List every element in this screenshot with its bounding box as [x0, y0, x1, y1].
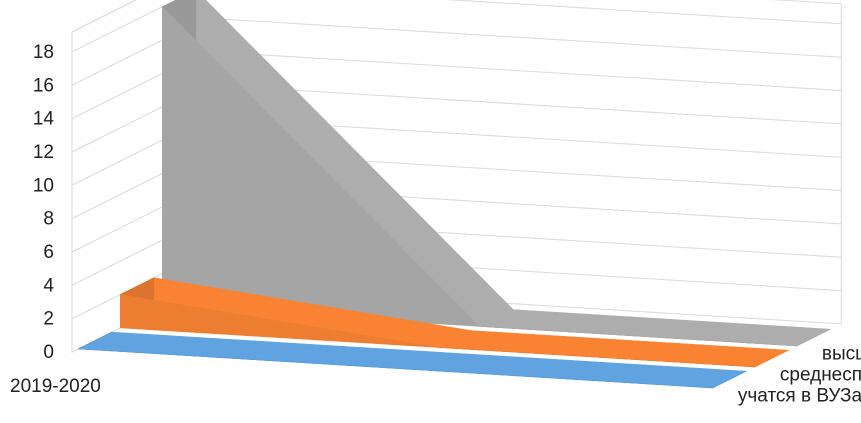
series-label-учатся-в-вузах: учатся в ВУЗах: [738, 386, 861, 407]
area-series-высшее: [161, 0, 832, 347]
series-depth-labels: учатся в ВУЗахсреднеспециальноевысшее: [738, 344, 861, 407]
area-series-учатся-в-вузах: [77, 331, 748, 389]
y-tick-label: 2: [43, 309, 54, 330]
y-tick-label: 14: [33, 109, 55, 130]
y-tick-label: 6: [43, 242, 54, 263]
y-tick-label: 10: [33, 175, 54, 196]
y-tick-label: 8: [43, 209, 54, 230]
area-cap-учатся-в-вузах: [78, 331, 113, 350]
gridline-9: [71, 0, 842, 53]
y-tick-label: 12: [33, 142, 54, 163]
y-tick-label: 4: [43, 275, 54, 296]
gridline-10: [71, 0, 842, 33]
series-label-среднеспециальное: среднеспециальное: [780, 365, 861, 386]
series-label-высшее: высшее: [822, 344, 861, 365]
area-series-среднеспециальное: [119, 277, 790, 368]
area-front-высшее: [162, 6, 798, 347]
category-labels: 2019-2020: [10, 376, 101, 397]
y-axis-ticks: 0 2 4 6 8 10 12 14 16 18: [33, 42, 55, 363]
y-tick-label: 16: [33, 75, 54, 96]
series-areas: [77, 0, 832, 389]
category-label: 2019-2020: [10, 376, 101, 397]
area-front-среднеспециальное: [120, 294, 756, 368]
y-tick-label: 18: [33, 42, 54, 63]
area-front-учатся-в-вузах: [78, 348, 714, 389]
y-tick-label: 0: [43, 342, 54, 363]
